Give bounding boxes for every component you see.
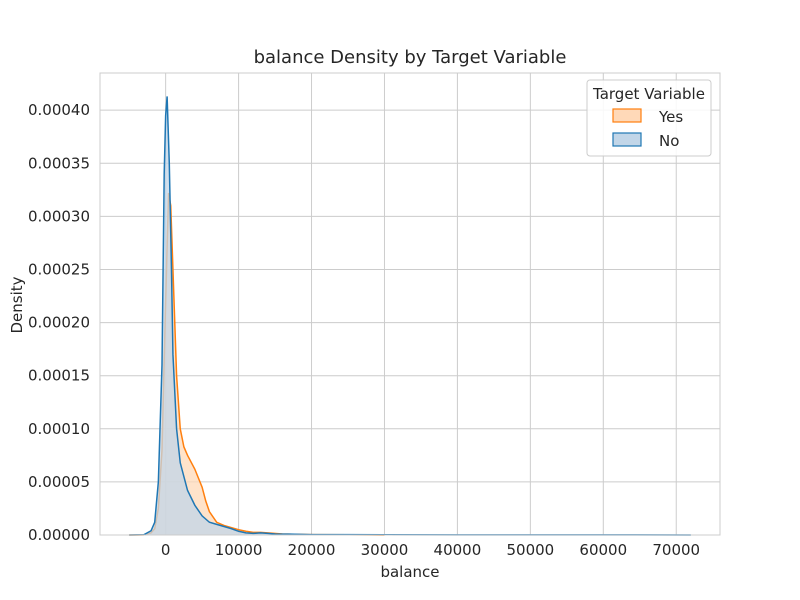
y-tick-label: 0.00025 — [28, 260, 90, 278]
x-tick-label: 10000 — [215, 541, 263, 559]
density-area-no — [129, 96, 691, 536]
y-tick-label: 0.00010 — [28, 420, 90, 438]
y-tick-label: 0.00030 — [28, 207, 90, 225]
x-tick-label: 50000 — [506, 541, 554, 559]
y-tick-label: 0.00035 — [28, 154, 90, 172]
legend-label-yes: Yes — [658, 108, 683, 126]
series-layer — [129, 96, 691, 536]
y-tick-label: 0.00005 — [28, 473, 90, 491]
y-tick-label: 0.00015 — [28, 367, 90, 385]
legend-swatch-yes — [612, 108, 642, 123]
x-tick-label: 60000 — [579, 541, 627, 559]
x-tick-label: 20000 — [288, 541, 336, 559]
x-tick-label: 70000 — [652, 541, 700, 559]
y-tick-label: 0.00040 — [28, 101, 90, 119]
legend-swatch-no — [612, 132, 642, 147]
tick-labels: 0 10000 20000 30000 40000 50000 60000 70000 0.00… — [28, 101, 700, 559]
legend: Target Variable Yes No — [586, 79, 712, 157]
y-axis-label: Density — [8, 276, 26, 333]
density-line-no — [129, 96, 691, 536]
x-tick-label: 30000 — [361, 541, 409, 559]
legend-title: Target Variable — [592, 85, 705, 103]
chart-title: balance Density by Target Variable — [254, 47, 567, 68]
y-tick-label: 0.00020 — [28, 314, 90, 332]
x-axis-label: balance — [380, 563, 439, 581]
grid — [100, 73, 720, 536]
x-tick-label: 0 — [161, 541, 171, 559]
y-tick-label: 0.00000 — [28, 526, 90, 544]
plot-frame — [99, 72, 721, 536]
legend-label-no: No — [659, 132, 679, 150]
x-tick-label: 40000 — [434, 541, 482, 559]
